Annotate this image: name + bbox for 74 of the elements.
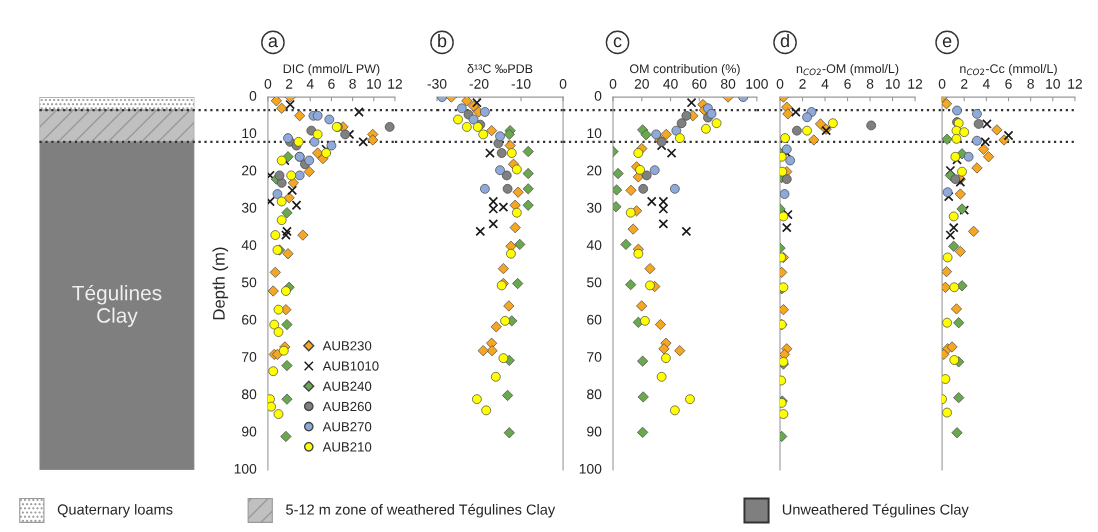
chart-title: c (613, 37, 622, 48)
text: 5-12 m zone of weathered Tégulines Clay (286, 503, 556, 518)
x-tick-label: 0 (776, 78, 784, 89)
legend-label: AUB270 (322, 422, 372, 432)
chart-title: d (780, 34, 789, 48)
chart-title: e (942, 37, 952, 48)
y-tick-label: 90 (242, 426, 257, 437)
y-tick-label: 0 (594, 90, 602, 101)
text: Quaternary loams (57, 503, 173, 518)
y-tick-label: 10 (587, 128, 602, 139)
x-tick-label: 12 (908, 78, 923, 89)
y-tick-label: 60 (242, 314, 257, 325)
legend-label: AUB240 (322, 381, 372, 391)
x-tick-label: 2 (285, 78, 293, 89)
y-tick-label: 30 (586, 202, 602, 213)
text: Tégulines Clay (72, 284, 162, 327)
legend-label: AUB1010 (322, 361, 379, 371)
y-tick-label: 0 (249, 90, 257, 101)
x-axis-title: DIC (mmol/L PW) (283, 63, 380, 76)
x-axis-title: n$_{CO2}$-Cc (mmol/L) (960, 63, 1057, 76)
y-tick-label: 70 (587, 352, 602, 362)
y-tick-label: 60 (587, 314, 602, 325)
y-tick-label: 70 (242, 352, 257, 362)
x-tick-label: -30 (427, 78, 447, 89)
y-tick-label: 90 (587, 426, 602, 437)
y-tick-label: 20 (587, 165, 602, 176)
chart-title: b (438, 34, 447, 48)
x-tick-label: 2 (799, 78, 806, 89)
legend-label: AUB230 (322, 341, 372, 351)
y-tick-label: 100 (579, 463, 602, 474)
x-tick-label: 12 (1068, 78, 1082, 89)
y-tick-label: 80 (241, 389, 257, 400)
x-tick-label: 0 (264, 78, 272, 89)
y-tick-label: 10 (242, 128, 257, 139)
x-tick-label: 12 (388, 78, 402, 89)
x-tick-label: -10 (511, 78, 531, 89)
x-tick-label: 40 (663, 78, 678, 89)
x-tick-label: 6 (1005, 78, 1012, 89)
y-tick-label: 40 (241, 240, 257, 250)
legend-label: AUB210 (322, 442, 372, 452)
text: Unweathered Tégulines Clay (782, 503, 969, 518)
x-tick-label: 6 (328, 78, 335, 89)
x-tick-label: 10 (367, 78, 381, 89)
x-tick-label: 4 (982, 79, 990, 89)
y-tick-label: 50 (241, 277, 257, 288)
x-tick-label: 80 (720, 78, 736, 89)
x-tick-label: 0 (609, 78, 617, 89)
x-tick-label: 60 (692, 78, 707, 89)
x-tick-label: 0 (938, 78, 946, 89)
x-tick-label: 6 (844, 78, 851, 89)
x-tick-label: 20 (634, 78, 649, 89)
y-tick-label: 20 (242, 165, 257, 176)
y-tick-label: 30 (241, 202, 257, 213)
x-tick-label: 2 (961, 78, 968, 89)
chart-title: a (268, 37, 278, 48)
x-tick-label: 8 (1027, 78, 1034, 89)
x-tick-label: 10 (1046, 78, 1060, 89)
x-tick-label: -20 (469, 78, 489, 89)
x-tick-label: 4 (821, 79, 829, 89)
x-tick-label: 8 (866, 78, 874, 89)
x-tick-label: 0 (559, 78, 567, 89)
legend-label: AUB260 (322, 401, 372, 412)
y-axis-title: Depth (m) (212, 247, 229, 320)
y-tick-label: 40 (586, 240, 602, 250)
x-tick-label: 8 (349, 78, 356, 89)
x-axis-title: n$_{CO2}$-OM (mmol/L) (796, 63, 899, 76)
y-tick-label: 100 (234, 463, 257, 474)
x-tick-label: 100 (746, 78, 768, 89)
x-axis-title: δ¹³C ‰PDB (467, 63, 533, 74)
y-tick-label: 50 (587, 277, 602, 288)
y-tick-label: 80 (587, 389, 602, 400)
x-axis-title: OM contribution (%) (629, 63, 740, 76)
x-tick-label: 10 (885, 78, 900, 89)
x-tick-label: 4 (306, 79, 314, 89)
